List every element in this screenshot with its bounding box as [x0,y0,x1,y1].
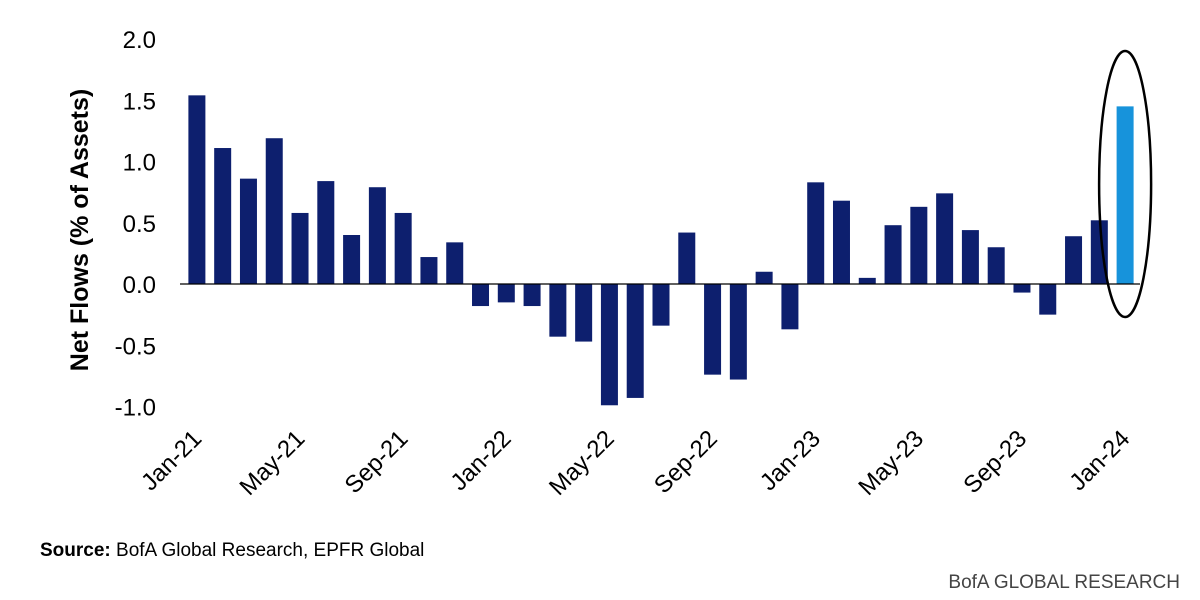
y-tick-label: -1.0 [115,395,156,422]
x-tick-labels: Jan-21 May-21 Sep-21 Jan-22 May-22 Sep-22 Jan-… [136,425,1135,501]
bar [729,284,747,380]
y-tick-labels: 2.0 1.5 1.0 0.5 0.0 -0.5 -1.0 [115,27,156,422]
bar [600,284,618,406]
bar [807,182,825,284]
x-tick-label: Sep-23 [958,425,1032,499]
x-tick-label: Sep-22 [649,425,723,499]
source-note: Source: BofA Global Research, EPFR Globa… [40,540,424,562]
bar [523,284,541,307]
bar [239,178,257,284]
y-tick-label: 2.0 [123,27,156,54]
bar [910,206,928,284]
bar [472,284,490,307]
bar [1039,284,1057,315]
bar [961,230,979,284]
bar [781,284,799,330]
bar [987,247,1005,284]
bar [652,284,670,326]
bar [394,212,412,284]
x-tick-label: May-22 [544,425,620,501]
source-label: Source: [40,540,111,561]
bar-highlight [1116,106,1134,284]
y-axis-label-group: Net Flows (% of Assets) [66,89,94,371]
bar [1090,220,1108,284]
x-tick-label: May-23 [853,425,929,501]
x-tick-label: Jan-24 [1064,425,1135,496]
source-text: BofA Global Research, EPFR Global [110,540,425,561]
bar [704,284,722,375]
x-tick-label: Jan-21 [136,425,207,496]
x-tick-label: Jan-22 [446,425,517,496]
bar [575,284,593,342]
bar [832,200,850,284]
bar [858,277,876,284]
highlight-ellipse [1097,49,1153,319]
y-axis-label: Net Flows (% of Assets) [66,89,94,371]
bar [291,212,309,284]
y-tick-label: 0.5 [123,211,156,238]
x-tick-label: Jan-23 [755,425,826,496]
brand-label: BofA GLOBAL RESEARCH [948,572,1180,593]
bars [188,95,1134,406]
bar [936,193,954,284]
bar [343,235,361,284]
y-tick-label: 0.0 [123,272,156,299]
bar [884,225,902,284]
bar [755,271,773,284]
y-tick-label: 1.0 [123,150,156,177]
bar [214,148,232,284]
bar [446,242,464,284]
bar [1065,236,1083,284]
y-tick-label: -0.5 [115,333,156,360]
bar [1013,284,1031,293]
x-tick-label: May-21 [235,425,311,501]
bar [549,284,567,337]
bar [626,284,644,398]
bar [188,95,206,284]
y-tick-label: 1.5 [123,88,156,115]
bar [265,138,283,284]
x-tick-label: Sep-21 [340,425,414,499]
bar [420,257,438,284]
bar [678,232,696,284]
bar [317,181,335,284]
bar [368,187,386,284]
bar [497,284,515,303]
